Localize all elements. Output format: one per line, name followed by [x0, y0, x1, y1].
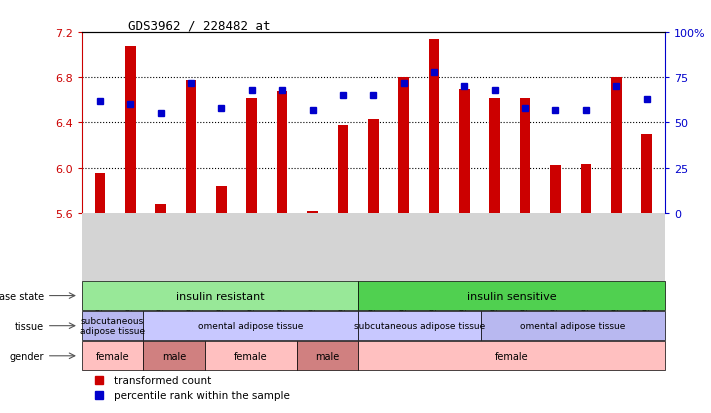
Bar — [247, 98, 257, 213]
Bar — [307, 211, 318, 213]
Bar — [205, 342, 296, 370]
Bar — [580, 165, 591, 213]
Bar — [143, 311, 358, 340]
Text: omental adipose tissue: omental adipose tissue — [520, 321, 626, 330]
Bar — [398, 78, 409, 213]
Bar — [82, 311, 143, 340]
Text: insulin sensitive: insulin sensitive — [466, 291, 556, 301]
Text: omental adipose tissue: omental adipose tissue — [198, 321, 303, 330]
Bar — [82, 281, 358, 310]
Bar — [358, 342, 665, 370]
Text: subcutaneous adipose tissue: subcutaneous adipose tissue — [353, 321, 485, 330]
Text: female: female — [495, 351, 528, 361]
Text: percentile rank within the sample: percentile rank within the sample — [114, 390, 289, 400]
Bar — [277, 92, 287, 213]
Bar — [611, 78, 621, 213]
Bar — [358, 311, 481, 340]
Bar — [156, 204, 166, 213]
Text: tissue: tissue — [15, 321, 44, 331]
Bar — [216, 186, 227, 213]
Bar — [550, 166, 561, 213]
Bar — [143, 342, 205, 370]
Text: insulin resistant: insulin resistant — [176, 291, 264, 301]
Bar — [358, 281, 665, 310]
Bar — [429, 40, 439, 213]
Text: male: male — [161, 351, 186, 361]
Bar — [125, 47, 136, 213]
Bar — [338, 126, 348, 213]
Text: female: female — [96, 351, 129, 361]
Bar — [489, 98, 500, 213]
Bar — [95, 174, 105, 213]
Bar — [368, 120, 378, 213]
Bar — [641, 134, 652, 213]
Text: male: male — [315, 351, 339, 361]
Bar — [296, 342, 358, 370]
Text: transformed count: transformed count — [114, 375, 211, 385]
Bar — [520, 98, 530, 213]
Bar — [481, 311, 665, 340]
Text: GDS3962 / 228482_at: GDS3962 / 228482_at — [129, 19, 271, 32]
Text: subcutaneous
adipose tissue: subcutaneous adipose tissue — [80, 316, 145, 336]
Text: gender: gender — [9, 351, 44, 361]
Bar — [82, 342, 143, 370]
Text: female: female — [234, 351, 267, 361]
Bar — [186, 81, 196, 213]
Text: disease state: disease state — [0, 291, 44, 301]
Bar — [459, 89, 470, 213]
